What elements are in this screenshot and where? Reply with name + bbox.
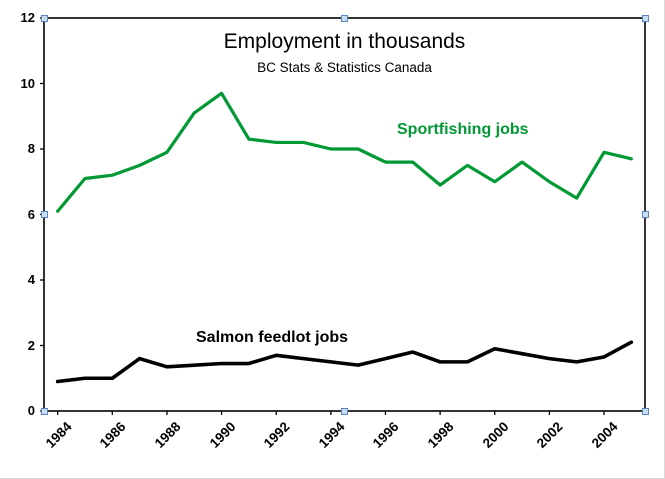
series-line-1[interactable] [55, 340, 634, 384]
plot-border [43, 17, 646, 412]
selection-handle[interactable] [40, 211, 48, 218]
y-axis-label: 6 [27, 206, 35, 222]
y-axis-label: 0 [27, 403, 35, 418]
selection-handle[interactable] [341, 14, 348, 22]
selection-handle[interactable] [641, 407, 649, 415]
y-axis-label: 2 [27, 337, 35, 353]
selection-handle[interactable] [641, 211, 649, 218]
chart-title: Employment in thousands [223, 30, 466, 53]
chart-subtitle: BC Stats & Statistics Canada [257, 60, 432, 75]
series-label-salmon-feedlot-jobs: Salmon feedlot jobs [196, 329, 349, 346]
y-axis-label: 8 [27, 141, 35, 156]
y-axis-label: 12 [20, 10, 35, 25]
y-axis-label: 10 [20, 75, 35, 91]
series-line-0[interactable] [56, 91, 633, 213]
selection-handle[interactable] [641, 14, 649, 22]
selection-handle[interactable] [40, 14, 48, 22]
selection-handle[interactable] [40, 407, 48, 415]
y-axis-label: 4 [27, 272, 35, 287]
selection-handle[interactable] [341, 407, 348, 415]
series-label-sportfishing-jobs: Sportfishing jobs [397, 121, 529, 138]
